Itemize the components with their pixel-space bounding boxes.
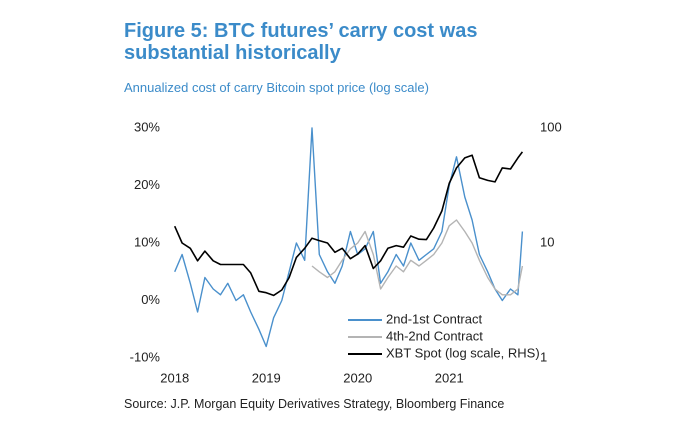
y-tick-label: 10% [134,234,160,249]
legend-bg [344,329,526,345]
legend-label: XBT Spot (log scale, RHS) [386,345,540,360]
legend-label: 2nd-1st Contract [386,311,482,326]
y-tick-label: 20% [134,177,160,192]
x-tick-label: 2021 [435,370,464,385]
chart-title: Figure 5: BTC futures’ carry cost was su… [124,20,478,64]
x-tick-label: 2019 [252,370,281,385]
source-note: Source: J.P. Morgan Equity Derivatives S… [124,397,505,411]
x-tick-label: 2020 [343,370,372,385]
y2-tick-label: 10 [540,234,554,249]
legend-bg [344,312,526,328]
series-line [173,151,524,297]
series-line [174,127,524,348]
y-tick-label: -10% [130,349,161,364]
y-tick-label: 0% [141,292,160,307]
series-line [311,219,524,296]
legend-label: 4th-2nd Contract [386,328,483,343]
y2-tick-label: 1 [540,349,547,364]
x-tick-label: 2018 [160,370,189,385]
y2-tick-label: 100 [540,119,562,134]
y-tick-label: 30% [134,119,160,134]
legend-bg [344,346,526,362]
chart-subtitle: Annualized cost of carry Bitcoin spot pr… [124,80,429,95]
